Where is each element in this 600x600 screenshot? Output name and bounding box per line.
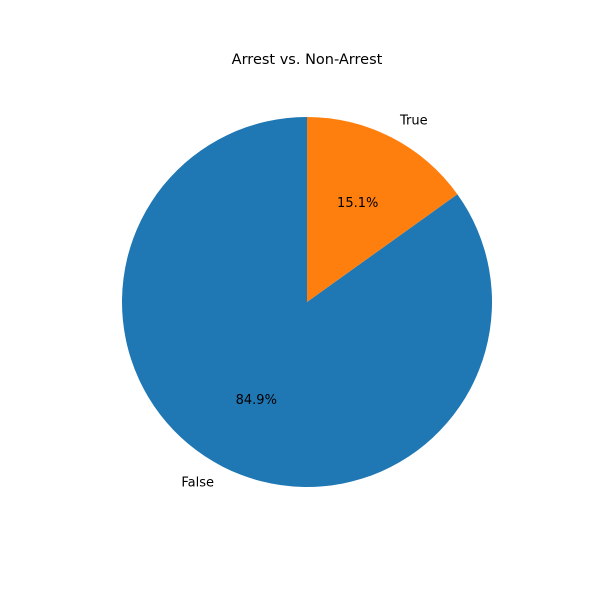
pie-labels: False 84.9% True 15.1% [181,113,427,490]
slice-label-true: True [399,113,428,128]
slice-percent-false: 84.9% [236,393,277,408]
slice-percent-true: 15.1% [337,196,378,211]
chart-title: Arrest vs. Non-Arrest [232,52,383,68]
pie-slice-false [122,117,493,487]
pie-slices [122,117,493,487]
pie-slice-true [307,117,458,302]
slice-label-false: False [181,476,214,491]
